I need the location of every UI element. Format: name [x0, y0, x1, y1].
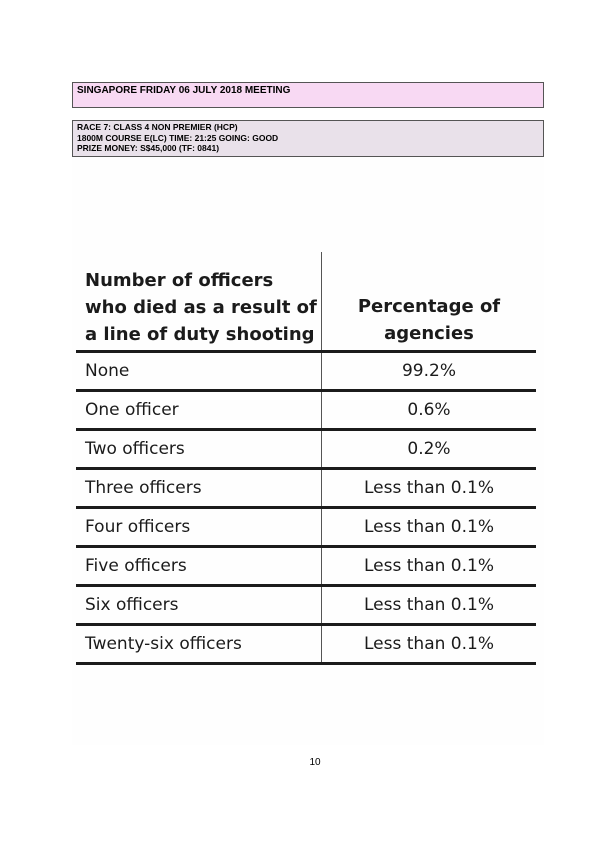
- percentage-cell: 0.2%: [321, 429, 536, 470]
- header-left-line: Number of officers: [85, 270, 274, 291]
- table-row: Three officers Less than 0.1%: [76, 468, 536, 509]
- table-row: None 99.2%: [76, 351, 536, 392]
- officers-cell: Four officers: [76, 507, 322, 548]
- officers-cell: Twenty-six officers: [76, 624, 322, 665]
- race-course-line: 1800M COURSE E(LC) TIME: 21:25 GOING: GO…: [77, 132, 279, 143]
- header-left-line: a line of duty shooting: [85, 324, 315, 345]
- percentage-cell: Less than 0.1%: [321, 468, 536, 509]
- percentage-column-header: Percentage of agencies: [321, 252, 536, 353]
- table-row: Four officers Less than 0.1%: [76, 507, 536, 548]
- race-prize-line: PRIZE MONEY: S$45,000 (TF: 0841): [77, 143, 220, 153]
- header-right-line: agencies: [384, 323, 474, 344]
- officers-column-header: Number of officers who died as a result …: [76, 252, 322, 353]
- officers-cell: None: [76, 351, 322, 392]
- percentage-cell: 99.2%: [321, 351, 536, 392]
- officers-cell: Five officers: [76, 546, 322, 587]
- header-right-line: Percentage of: [357, 296, 501, 317]
- page-number: 10: [309, 757, 321, 768]
- table-row: Twenty-six officers Less than 0.1%: [76, 624, 536, 665]
- percentage-cell: Less than 0.1%: [321, 546, 536, 587]
- table-row: Five officers Less than 0.1%: [76, 546, 536, 587]
- percentage-cell: Less than 0.1%: [321, 585, 536, 626]
- table-header-row: Number of officers who died as a result …: [76, 252, 536, 353]
- race-info-box: RACE 7: CLASS 4 NON PREMIER (HCP) 1800M …: [72, 120, 544, 157]
- race-class-line: RACE 7: CLASS 4 NON PREMIER (HCP): [77, 122, 238, 132]
- header-left-line: who died as a result of: [85, 297, 317, 318]
- percentage-cell: Less than 0.1%: [321, 624, 536, 665]
- table-row: Two officers 0.2%: [76, 429, 536, 470]
- officers-cell: Three officers: [76, 468, 322, 509]
- officers-cell: One officer: [76, 390, 322, 431]
- table-row: Six officers Less than 0.1%: [76, 585, 536, 626]
- meeting-header: SINGAPORE FRIDAY 06 JULY 2018 MEETING: [72, 82, 544, 108]
- percentage-cell: Less than 0.1%: [321, 507, 536, 548]
- percentage-cell: 0.6%: [321, 390, 536, 431]
- officer-deaths-table: Number of officers who died as a result …: [76, 252, 536, 665]
- officers-cell: Six officers: [76, 585, 322, 626]
- table-row: One officer 0.6%: [76, 390, 536, 431]
- meeting-title: SINGAPORE FRIDAY 06 JULY 2018 MEETING: [77, 85, 291, 96]
- officers-cell: Two officers: [76, 429, 322, 470]
